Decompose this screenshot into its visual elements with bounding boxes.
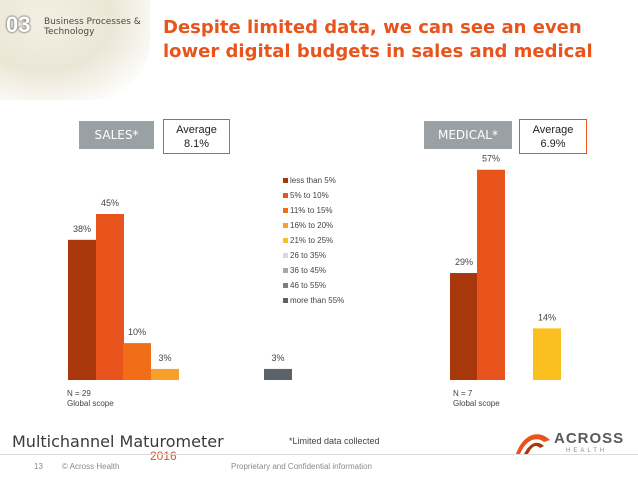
page-number: 13: [34, 462, 43, 471]
legend-label: 26 to 35%: [290, 251, 327, 260]
sales-average-label: Average: [176, 124, 217, 136]
maturometer-logo-year: 2016: [150, 449, 177, 463]
legend-swatch: [283, 178, 288, 183]
footnote: *Limited data collected: [289, 436, 380, 446]
legend-label: 5% to 10%: [290, 191, 329, 200]
sales-bar-label: 45%: [101, 198, 119, 208]
medical-average-value: 6.9%: [540, 138, 566, 150]
medical-average-box: Average 6.9%: [519, 119, 587, 154]
sales-bar-label: 38%: [73, 224, 91, 234]
page-title: Despite limited data, we can see an even…: [163, 17, 593, 62]
medical-tag: MEDICAL*: [424, 121, 512, 149]
medical-bar: [533, 328, 561, 380]
legend-swatch: [283, 223, 288, 228]
legend-swatch: [283, 193, 288, 198]
sales-average-value: 8.1%: [183, 138, 210, 150]
sales-sample-note: N = 29 Global scope: [67, 389, 114, 409]
medical-bar-label: 29%: [455, 257, 473, 267]
legend-label: less than 5%: [290, 176, 336, 185]
legend-item: more than 55%: [283, 293, 344, 308]
legend-swatch: [283, 298, 288, 303]
legend-item: 21% to 25%: [283, 233, 344, 248]
legend-item: 46 to 55%: [283, 278, 344, 293]
section-illustration: [0, 0, 150, 100]
legend-label: 46 to 55%: [290, 281, 327, 290]
medical-n: N = 7: [453, 389, 473, 398]
sales-bar-label: 3%: [158, 353, 171, 363]
sales-bar: [264, 368, 292, 380]
legend-item: 26 to 35%: [283, 248, 344, 263]
across-health-logo-mark-icon: [516, 434, 550, 454]
confidential-notice: Proprietary and Confidential information: [231, 462, 372, 471]
medical-scope: Global scope: [453, 399, 500, 408]
legend-label: more than 55%: [290, 296, 345, 305]
legend-label: 16% to 20%: [290, 221, 334, 230]
chart-legend: less than 5% 5% to 10% 11% to 15% 16% to 20…: [283, 173, 344, 308]
maturometer-logo-text: Multichannel Maturometer: [12, 432, 224, 451]
brand-name: ACROSS: [554, 430, 625, 447]
sales-bar-label: 10%: [128, 327, 146, 337]
sales-bar: [96, 214, 124, 380]
legend-label: 36 to 45%: [290, 266, 327, 275]
legend-item: 16% to 20%: [283, 218, 344, 233]
legend-label: 21% to 25%: [290, 236, 334, 245]
medical-bar: [450, 273, 478, 380]
medical-bar-label: 14%: [538, 312, 556, 322]
copyright: © Across Health: [62, 462, 120, 471]
legend-swatch: [283, 238, 288, 243]
sales-bar: [68, 239, 96, 380]
sales-average-box: Average 8.1%: [163, 119, 230, 154]
medical-average-label: Average: [532, 124, 574, 136]
legend-swatch: [283, 268, 288, 273]
legend-swatch: [283, 253, 288, 258]
medical-bar-label: 57%: [482, 154, 500, 164]
sales-n: N = 29: [67, 389, 91, 398]
medical-sample-note: N = 7 Global scope: [453, 389, 500, 409]
sales-scope: Global scope: [67, 399, 114, 408]
section-number: 03: [6, 12, 31, 37]
sales-bar: [123, 343, 151, 380]
legend-label: 11% to 15%: [290, 206, 333, 215]
across-health-logo: ACROSS HEALTH: [514, 428, 628, 456]
medical-bar: [477, 169, 505, 380]
legend-item: 11% to 15%: [283, 203, 344, 218]
legend-item: 5% to 10%: [283, 188, 344, 203]
legend-swatch: [283, 283, 288, 288]
sales-bar-label: 3%: [271, 353, 284, 363]
sales-tag: SALES*: [79, 121, 154, 149]
brand-subtitle: HEALTH: [566, 448, 608, 454]
footer-divider: [0, 454, 638, 455]
sales-bar: [151, 368, 179, 380]
legend-item: less than 5%: [283, 173, 344, 188]
legend-item: 36 to 45%: [283, 263, 344, 278]
section-name: Business Processes & Technology: [44, 17, 141, 37]
legend-swatch: [283, 208, 288, 213]
